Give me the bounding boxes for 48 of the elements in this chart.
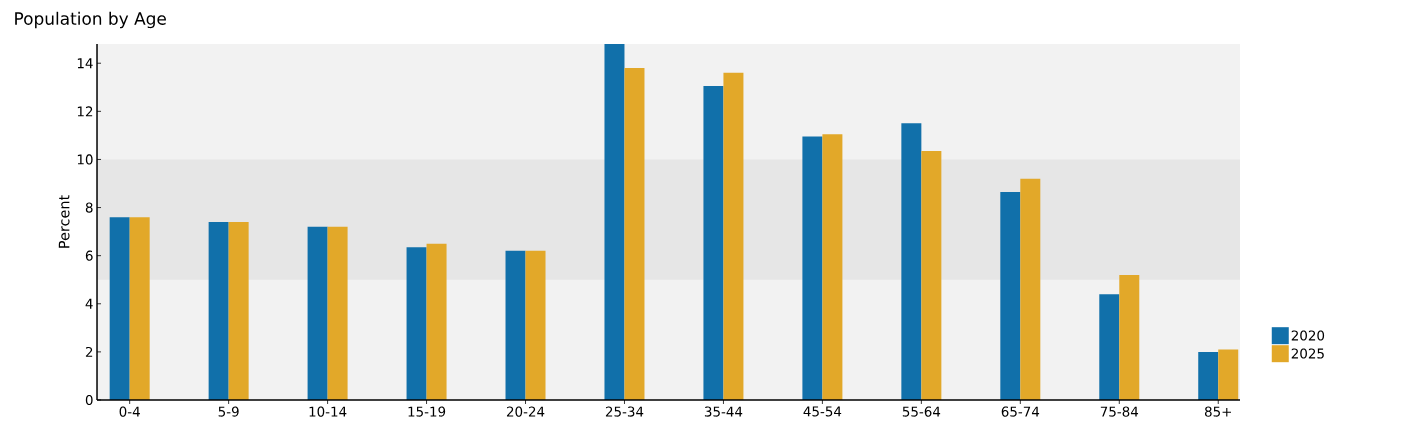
y-tick-label: 0 bbox=[85, 394, 93, 406]
bar bbox=[505, 250, 526, 400]
x-tick-label: 35-44 bbox=[704, 406, 743, 417]
bar bbox=[822, 134, 843, 400]
bar bbox=[426, 243, 447, 400]
bar bbox=[1218, 349, 1239, 400]
bar bbox=[1000, 191, 1021, 400]
bar bbox=[1099, 294, 1120, 400]
bar bbox=[327, 226, 348, 400]
bar bbox=[307, 226, 328, 400]
x-tick-label: 15-19 bbox=[408, 406, 446, 417]
x-tick-label: 75-84 bbox=[1100, 406, 1139, 417]
y-tick-label: 10 bbox=[77, 154, 93, 165]
bar bbox=[1020, 178, 1041, 400]
bar bbox=[406, 247, 427, 400]
bar bbox=[921, 151, 942, 400]
y-tick-label: 6 bbox=[85, 250, 93, 261]
bar bbox=[624, 68, 645, 400]
bar bbox=[1198, 351, 1219, 400]
x-tick-label: 5-9 bbox=[218, 406, 239, 417]
bar bbox=[1119, 274, 1140, 400]
bar bbox=[723, 72, 744, 400]
bar bbox=[129, 217, 150, 400]
bar bbox=[525, 250, 546, 400]
bar bbox=[703, 86, 724, 400]
bar bbox=[901, 123, 922, 400]
legend-label: 2020 bbox=[1291, 330, 1325, 341]
x-tick-label: 10-14 bbox=[309, 406, 347, 417]
x-tick-label: 85+ bbox=[1204, 406, 1231, 417]
chart-title: Population by Age bbox=[15, 11, 166, 29]
bar bbox=[208, 221, 229, 400]
x-tick-label: 45-54 bbox=[803, 406, 842, 417]
y-tick-label: 8 bbox=[85, 202, 93, 213]
x-tick-label: 55-64 bbox=[902, 406, 941, 417]
bar bbox=[802, 136, 823, 400]
bar bbox=[604, 43, 625, 400]
x-tick-label: 0-4 bbox=[119, 406, 140, 417]
legend-label: 2025 bbox=[1291, 348, 1324, 359]
bar bbox=[228, 221, 249, 400]
y-axis-title: Percent bbox=[58, 195, 70, 248]
y-tick-label: 14 bbox=[77, 58, 93, 69]
y-tick-label: 2 bbox=[85, 346, 93, 357]
y-tick-label: 4 bbox=[85, 298, 93, 309]
x-tick-label: 65-74 bbox=[1001, 406, 1040, 417]
x-tick-label: 20-24 bbox=[506, 406, 545, 417]
y-tick-label: 12 bbox=[77, 106, 93, 117]
bar bbox=[109, 217, 130, 400]
x-tick-label: 25-34 bbox=[605, 406, 644, 417]
